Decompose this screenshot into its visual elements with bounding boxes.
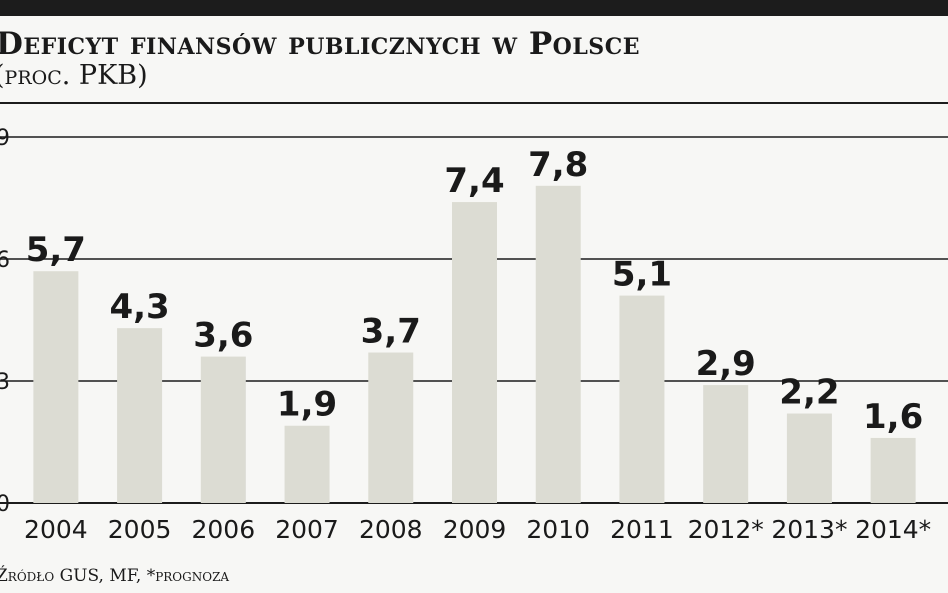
data-label-2011: 5,1 [612, 255, 672, 295]
x-tick-label-2014: 2014* [855, 515, 931, 544]
x-tick-label-2010: 2010 [526, 515, 590, 544]
x-tick-label-2012: 2012* [688, 515, 764, 544]
y-tick-label-0: 0 [0, 492, 10, 517]
bar-2010 [535, 185, 581, 504]
bar-2013 [786, 413, 832, 503]
bar-2008 [368, 352, 414, 503]
data-label-2008: 3,7 [361, 312, 421, 352]
bar-2014 [870, 437, 916, 503]
source-note: Źródło GUS, MF, *prognoza [0, 566, 230, 586]
x-tick-label-2011: 2011 [610, 515, 674, 544]
bar-2007 [284, 425, 330, 503]
bar-2011 [619, 295, 665, 503]
top-bar [0, 0, 948, 16]
bar-2012 [703, 385, 749, 503]
data-label-2007: 1,9 [277, 385, 337, 425]
x-tick-label-2009: 2009 [443, 515, 507, 544]
data-label-2009: 7,4 [444, 161, 504, 201]
data-label-2005: 4,3 [109, 287, 169, 327]
data-label-2013: 2,2 [779, 373, 839, 413]
bar-2009 [452, 202, 497, 504]
x-tick-label-2007: 2007 [275, 515, 339, 544]
plot-top-rule [0, 102, 948, 104]
bar-2006 [200, 356, 246, 503]
x-tick-label-2006: 2006 [192, 515, 256, 544]
data-label-2006: 3,6 [193, 316, 253, 356]
y-tick-label-3: 3 [0, 370, 10, 395]
data-label-2014: 1,6 [863, 397, 923, 437]
x-tick-label-2004: 2004 [24, 515, 88, 544]
data-label-2012: 2,9 [696, 344, 756, 384]
data-label-2004: 5,7 [26, 230, 86, 270]
x-tick-label-2005: 2005 [108, 515, 172, 544]
y-tick-label-6: 6 [0, 248, 10, 273]
x-tick-label-2008: 2008 [359, 515, 423, 544]
bar-2004 [33, 271, 79, 503]
chart-subtitle: (proc. PKB) [0, 60, 148, 91]
bar-2005 [117, 328, 163, 503]
y-tick-label-9: 9 [0, 126, 10, 151]
data-label-2010: 7,8 [528, 145, 588, 185]
x-tick-label-2013: 2013* [771, 515, 847, 544]
chart-title: Deficyt finansów publicznych w Polsce [0, 26, 640, 62]
